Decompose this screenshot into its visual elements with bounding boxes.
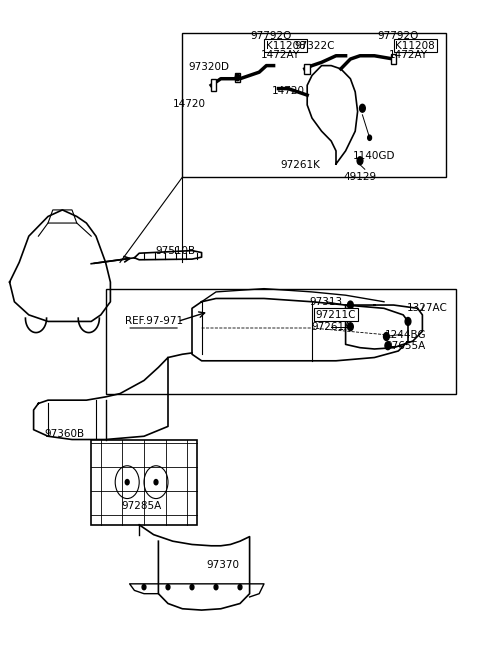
Text: 97370: 97370 <box>207 560 240 571</box>
Text: 97360B: 97360B <box>45 429 85 440</box>
Text: 1244BG: 1244BG <box>385 329 426 340</box>
Circle shape <box>357 157 363 165</box>
Bar <box>326 310 346 319</box>
Circle shape <box>125 480 129 485</box>
Text: 1472AY: 1472AY <box>261 50 300 60</box>
Text: K11208: K11208 <box>266 41 305 51</box>
Circle shape <box>385 342 391 350</box>
Text: 14720: 14720 <box>272 85 304 96</box>
Circle shape <box>360 104 365 112</box>
Bar <box>211 79 216 91</box>
Text: 49129: 49129 <box>343 172 377 182</box>
Circle shape <box>142 584 146 590</box>
Text: 97211C: 97211C <box>316 310 356 320</box>
Bar <box>182 33 446 177</box>
Bar <box>235 73 240 82</box>
Circle shape <box>190 584 194 590</box>
Text: REF.97-971: REF.97-971 <box>124 316 183 327</box>
Bar <box>391 54 396 64</box>
Circle shape <box>348 301 353 309</box>
Text: 97792O: 97792O <box>378 31 419 41</box>
Circle shape <box>384 333 389 340</box>
Text: 97320D: 97320D <box>188 62 229 72</box>
Text: 1472AY: 1472AY <box>388 50 428 60</box>
Text: 14720: 14720 <box>173 98 206 109</box>
Circle shape <box>238 584 242 590</box>
Bar <box>304 64 310 74</box>
Bar <box>106 289 456 394</box>
Text: 97261K: 97261K <box>280 160 320 171</box>
Circle shape <box>348 323 353 331</box>
Bar <box>91 440 197 525</box>
Text: 97792O: 97792O <box>251 31 292 41</box>
Circle shape <box>154 480 158 485</box>
Text: K11208: K11208 <box>396 41 435 51</box>
Text: 1140GD: 1140GD <box>353 151 396 161</box>
Text: 97322C: 97322C <box>294 41 335 51</box>
Text: 97285A: 97285A <box>121 501 162 512</box>
Circle shape <box>235 74 240 81</box>
Text: 1327AC: 1327AC <box>407 303 448 314</box>
Circle shape <box>405 318 411 325</box>
Circle shape <box>368 135 372 140</box>
Circle shape <box>214 584 218 590</box>
Text: 97655A: 97655A <box>385 340 426 351</box>
Text: 97313: 97313 <box>310 297 343 307</box>
Circle shape <box>166 584 170 590</box>
Text: 97510B: 97510B <box>155 245 195 256</box>
Text: 97261A: 97261A <box>311 321 351 332</box>
